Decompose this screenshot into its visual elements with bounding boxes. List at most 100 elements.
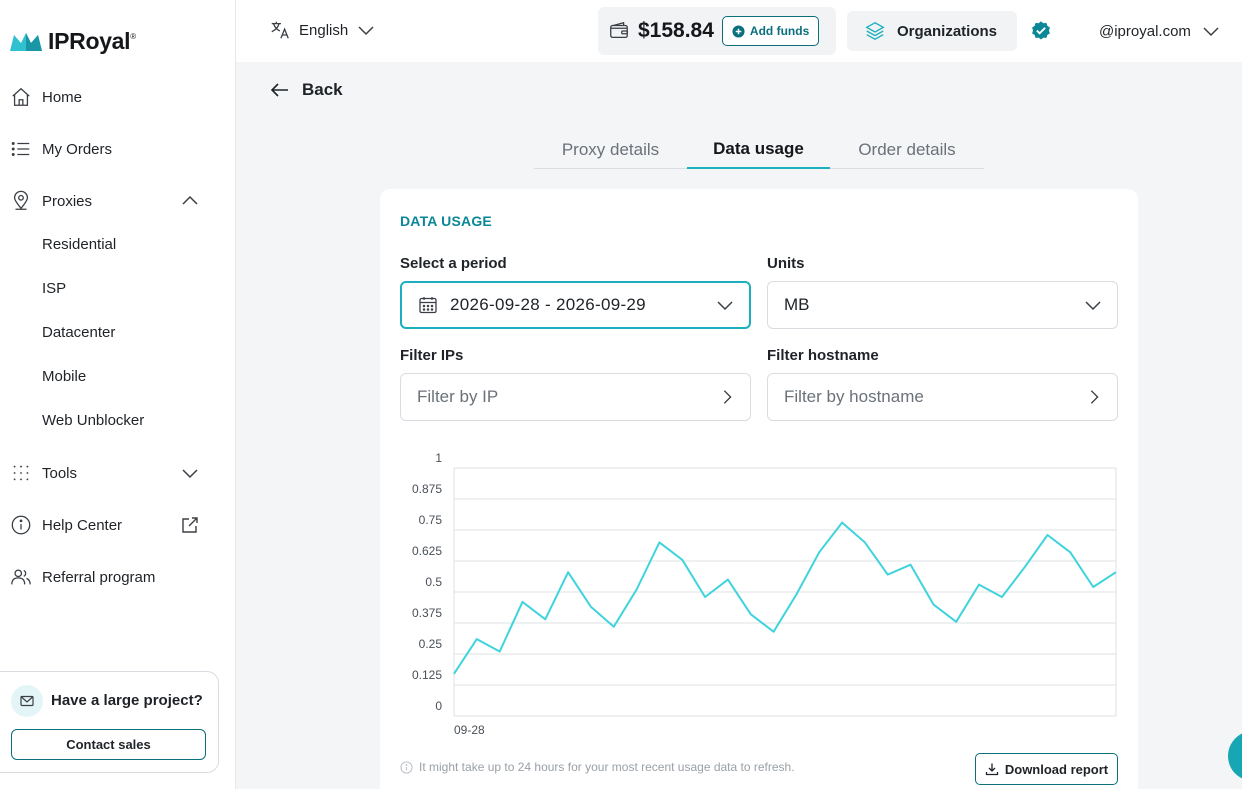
chart-x-ticks: 09-28: [454, 723, 485, 737]
chevron-up-icon[interactable]: [180, 191, 200, 211]
filter-hostname-input[interactable]: Filter by hostname: [767, 373, 1118, 421]
account-menu[interactable]: @iproyal.com: [1099, 21, 1221, 41]
account-email: @iproyal.com: [1099, 22, 1191, 40]
sidebar: IPRoyal® Home My Orders Proxies Resident…: [0, 0, 236, 789]
users-icon: [11, 569, 31, 585]
chevron-right-icon: [723, 390, 732, 404]
sidebar-subitem-web-unblocker[interactable]: Web Unblocker: [42, 412, 145, 429]
data-usage-card: DATA USAGE Select a period 2026-09-28 - …: [380, 189, 1138, 789]
home-icon: [12, 87, 30, 106]
units-label: Units: [767, 255, 805, 272]
sidebar-item-label: Proxies: [42, 192, 93, 210]
chart-y-tick-label: 0.25: [419, 637, 443, 651]
data-usage-chart: 0 0.125 0.25 0.375 0.5 0.625 0.75 0.875 1 09-28: [412, 451, 1117, 737]
back-link[interactable]: Back: [270, 80, 343, 100]
tab-bar: Proxy details Data usage Order details: [534, 130, 984, 169]
logo[interactable]: IPRoyal®: [10, 28, 136, 55]
sidebar-subitem-residential[interactable]: Residential: [42, 236, 117, 253]
large-project-promo: Have a large project? Contact sales: [0, 671, 219, 773]
chart-y-tick-label: 0.75: [419, 513, 443, 527]
plus-circle-icon: [732, 24, 745, 38]
sidebar-subitem-mobile[interactable]: Mobile: [42, 368, 87, 385]
chevron-down-icon[interactable]: [180, 463, 200, 483]
chart-y-tick-label: 0: [435, 699, 442, 713]
wallet-icon: [610, 21, 628, 39]
chart-y-tick-label: 0.5: [425, 575, 442, 589]
sidebar-subitem-isp[interactable]: ISP: [42, 280, 67, 297]
registered-mark: ®: [130, 32, 136, 41]
tab-data-usage[interactable]: Data usage: [687, 130, 830, 169]
download-report-button[interactable]: Download report: [975, 753, 1118, 785]
arrow-left-icon: [270, 83, 288, 97]
brand-name: IPRoyal: [48, 28, 131, 54]
chart-y-tick-label: 1: [435, 451, 442, 465]
language-label: English: [299, 21, 349, 39]
sidebar-item-label: Help Center: [42, 516, 123, 534]
language-selector[interactable]: English: [269, 19, 376, 41]
period-value: 2026-09-28 - 2026-09-29: [450, 295, 646, 314]
units-select[interactable]: MB: [767, 281, 1118, 329]
sidebar-item-tools[interactable]: Tools: [10, 461, 77, 485]
organizations-button[interactable]: Organizations: [847, 11, 1017, 51]
card-title: DATA USAGE: [400, 213, 492, 229]
wallet-balance: $158.84 Add funds: [598, 7, 836, 55]
add-funds-button[interactable]: Add funds: [721, 16, 820, 46]
units-value: MB: [784, 295, 810, 314]
crown-logo-icon: [10, 32, 42, 51]
contact-sales-button[interactable]: Contact sales: [11, 729, 206, 760]
chart-gridlines: [453, 467, 1117, 717]
sidebar-item-label: Tools: [42, 464, 78, 482]
sidebar-item-label: Home: [42, 88, 83, 106]
sidebar-item-proxies[interactable]: Proxies: [10, 189, 92, 213]
period-picker[interactable]: 2026-09-28 - 2026-09-29: [400, 281, 751, 329]
info-icon: [11, 515, 31, 535]
sidebar-item-label: Referral program: [42, 568, 156, 586]
chevron-down-icon: [1203, 27, 1219, 37]
download-icon: [985, 763, 999, 776]
chart-x-tick-label: 09-28: [454, 723, 485, 737]
organizations-label: Organizations: [897, 22, 998, 40]
chevron-down-icon: [358, 26, 374, 36]
location-pin-icon: [13, 190, 29, 210]
sidebar-item-home[interactable]: Home: [10, 85, 82, 109]
refresh-note-text: It might take up to 24 hours for your mo…: [419, 760, 795, 774]
mail-icon: [11, 685, 43, 717]
sidebar-item-referral[interactable]: Referral program: [10, 565, 155, 589]
external-link-icon[interactable]: [180, 515, 200, 535]
chart-y-tick-label: 0.125: [412, 668, 442, 682]
tab-order-details[interactable]: Order details: [858, 139, 956, 159]
chart-series-line: [453, 521, 1117, 675]
filter-ip-input[interactable]: Filter by IP: [400, 373, 751, 421]
chevron-down-icon: [1085, 301, 1101, 311]
chart-y-tick-label: 0.875: [412, 482, 442, 496]
calendar-icon: [419, 297, 437, 314]
layers-icon: [865, 21, 885, 41]
chat-widget-button[interactable]: [1228, 731, 1242, 781]
top-header: English $158.84 Add funds Organizations …: [236, 0, 1242, 62]
chevron-right-icon: [1090, 390, 1099, 404]
filter-ip-label: Filter IPs: [400, 347, 464, 364]
promo-title: Have a large project?: [51, 692, 203, 709]
chart-y-tick-label: 0.625: [412, 544, 442, 558]
list-icon: [11, 142, 30, 156]
sidebar-item-label: My Orders: [42, 140, 113, 158]
filter-hostname-label: Filter hostname: [767, 347, 879, 364]
sidebar-item-my-orders[interactable]: My Orders: [10, 137, 112, 161]
sidebar-subitem-datacenter[interactable]: Datacenter: [42, 324, 116, 341]
add-funds-label: Add funds: [749, 24, 810, 38]
period-label: Select a period: [400, 255, 507, 272]
chevron-down-icon: [717, 301, 733, 311]
refresh-note: It might take up to 24 hours for your mo…: [400, 760, 795, 774]
chart-line-series: [453, 521, 1117, 675]
translate-icon: [271, 21, 289, 39]
sidebar-item-help-center[interactable]: Help Center: [10, 513, 122, 537]
download-report-label: Download report: [1004, 761, 1109, 777]
chart-y-ticks: 0 0.125 0.25 0.375 0.5 0.625 0.75 0.875 1: [412, 451, 442, 713]
grid-dots-icon: [13, 465, 29, 481]
chart-y-tick-label: 0.375: [412, 606, 442, 620]
verified-badge-icon: [1032, 21, 1050, 40]
tab-proxy-details[interactable]: Proxy details: [561, 139, 660, 159]
balance-amount: $158.84: [638, 19, 714, 42]
back-label: Back: [302, 80, 343, 99]
filter-ip-placeholder: Filter by IP: [417, 387, 499, 406]
